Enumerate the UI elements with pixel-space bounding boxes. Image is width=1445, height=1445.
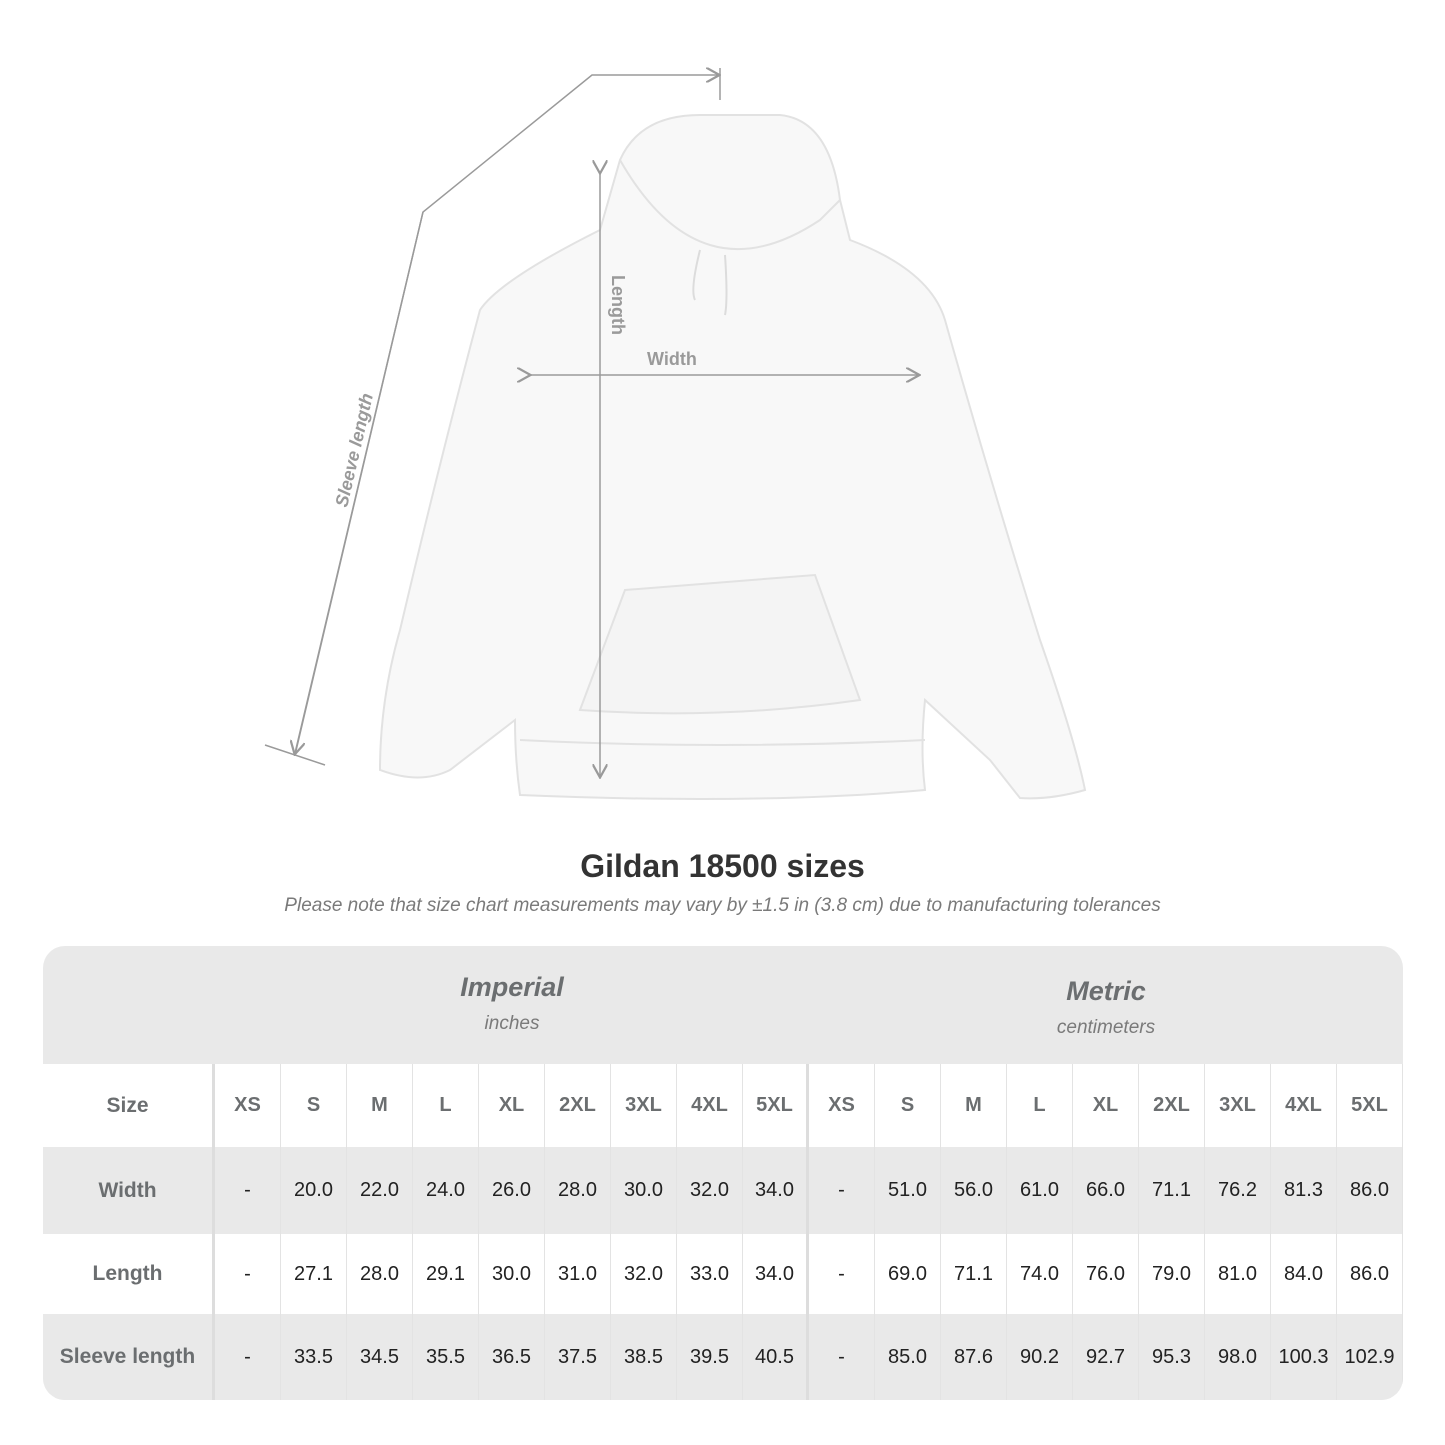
size-header-row: Size XS S M L XL 2XL 3XL 4XL 5XL XS S M L XL 2XL 3XL 4XL 5… [43,1064,1403,1147]
metric-size-xs: XS [809,1064,875,1147]
imperial-value: 32.0 [677,1147,743,1234]
imperial-value: 28.0 [545,1147,611,1234]
metric-size-m: M [941,1064,1007,1147]
metric-value: 86.0 [1337,1147,1403,1234]
metric-value: 87.6 [941,1314,1007,1400]
imperial-size-xs: XS [215,1064,281,1147]
imperial-size-3xl: 3XL [611,1064,677,1147]
metric-value: 69.0 [875,1234,941,1314]
row-label: Width [43,1147,215,1234]
row-label: Sleeve length [43,1314,215,1400]
table-row: Length -27.1 28.0 29.1 30.0 31.0 32.0 33.0 34.0-… [43,1234,1403,1314]
metric-value: 76.2 [1205,1147,1271,1234]
imperial-value: 33.5 [281,1314,347,1400]
hoodie-illustration [378,114,1087,800]
imperial-value: 29.1 [413,1234,479,1314]
imperial-size-4xl: 4XL [677,1064,743,1147]
metric-value: 95.3 [1139,1314,1205,1400]
imperial-value: 27.1 [281,1234,347,1314]
metric-value: 81.3 [1271,1147,1337,1234]
metric-title: Metric [1066,976,1146,1006]
imperial-value: 33.0 [677,1234,743,1314]
metric-value: 102.9 [1337,1314,1403,1400]
metric-size-3xl: 3XL [1205,1064,1271,1147]
metric-size-4xl: 4XL [1271,1064,1337,1147]
metric-value: 71.1 [1139,1147,1205,1234]
metric-value: 100.3 [1271,1314,1337,1400]
imperial-size-s: S [281,1064,347,1147]
metric-size-5xl: 5XL [1337,1064,1403,1147]
metric-value: 81.0 [1205,1234,1271,1314]
metric-value: - [809,1147,875,1234]
imperial-value: 24.0 [413,1147,479,1234]
imperial-value: 34.5 [347,1314,413,1400]
metric-size-2xl: 2XL [1139,1064,1205,1147]
metric-value: 71.1 [941,1234,1007,1314]
size-label: Size [43,1064,215,1147]
imperial-value: 37.5 [545,1314,611,1400]
metric-unit: centimeters [1056,1017,1156,1038]
imperial-value: 36.5 [479,1314,545,1400]
metric-value: 66.0 [1073,1147,1139,1234]
size-chart-table: Imperial inches Metric centimeters Size X… [43,946,1403,1400]
width-label: Width [647,349,697,369]
imperial-value: 39.5 [677,1314,743,1400]
imperial-size-2xl: 2XL [545,1064,611,1147]
imperial-size-xl: XL [479,1064,545,1147]
metric-value: 86.0 [1337,1234,1403,1314]
imperial-value: 32.0 [611,1234,677,1314]
metric-value: - [809,1314,875,1400]
metric-value: 90.2 [1007,1314,1073,1400]
imperial-value: 20.0 [281,1147,347,1234]
imperial-size-5xl: 5XL [743,1064,809,1147]
metric-size-s: S [875,1064,941,1147]
imperial-size-l: L [413,1064,479,1147]
imperial-unit: inches [484,1013,540,1034]
imperial-value: 34.0 [743,1234,809,1314]
metric-value: 92.7 [1073,1314,1139,1400]
imperial-value: 40.5 [743,1314,809,1400]
tolerance-note: Please note that size chart measurements… [284,895,1161,916]
imperial-title: Imperial [460,972,564,1002]
imperial-value: 38.5 [611,1314,677,1400]
metric-value: 79.0 [1139,1234,1205,1314]
metric-value: 85.0 [875,1314,941,1400]
metric-size-xl: XL [1073,1064,1139,1147]
imperial-value: 28.0 [347,1234,413,1314]
imperial-value: 34.0 [743,1147,809,1234]
metric-header: Metric centimeters [809,946,1403,1064]
metric-value: - [809,1234,875,1314]
hoodie-diagram: Length Width Sleeve length [264,0,1087,800]
metric-value: 84.0 [1271,1234,1337,1314]
imperial-value: 22.0 [347,1147,413,1234]
imperial-value: - [215,1147,281,1234]
row-label: Length [43,1234,215,1314]
table-row: Sleeve length -33.5 34.5 35.5 36.5 37.5 38.5 39… [43,1314,1403,1400]
imperial-value: 30.0 [611,1147,677,1234]
metric-value: 56.0 [941,1147,1007,1234]
sleeve-length-label: Sleeve length [331,391,377,509]
metric-value: 61.0 [1007,1147,1073,1234]
metric-value: 76.0 [1073,1234,1139,1314]
metric-size-l: L [1007,1064,1073,1147]
metric-value: 74.0 [1007,1234,1073,1314]
imperial-header: Imperial inches [215,946,809,1064]
metric-value: 98.0 [1205,1314,1271,1400]
imperial-value: - [215,1314,281,1400]
page-title: Gildan 18500 sizes [580,848,865,884]
imperial-value: 35.5 [413,1314,479,1400]
imperial-value: 30.0 [479,1234,545,1314]
imperial-value: 31.0 [545,1234,611,1314]
imperial-size-m: M [347,1064,413,1147]
table-row: Width -20.0 22.0 24.0 26.0 28.0 30.0 32.0 34.0-5… [43,1147,1403,1234]
metric-value: 51.0 [875,1147,941,1234]
measurement-lines [264,68,918,776]
imperial-value: - [215,1234,281,1314]
imperial-value: 26.0 [479,1147,545,1234]
length-label: Length [608,275,628,335]
